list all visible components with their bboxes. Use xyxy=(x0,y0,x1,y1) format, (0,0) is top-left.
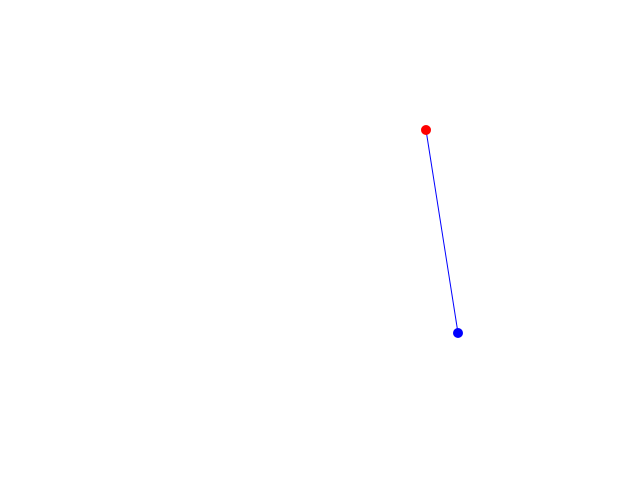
connecting-line xyxy=(425,129,459,334)
start-point-red xyxy=(421,125,431,135)
end-point-blue xyxy=(453,328,463,338)
